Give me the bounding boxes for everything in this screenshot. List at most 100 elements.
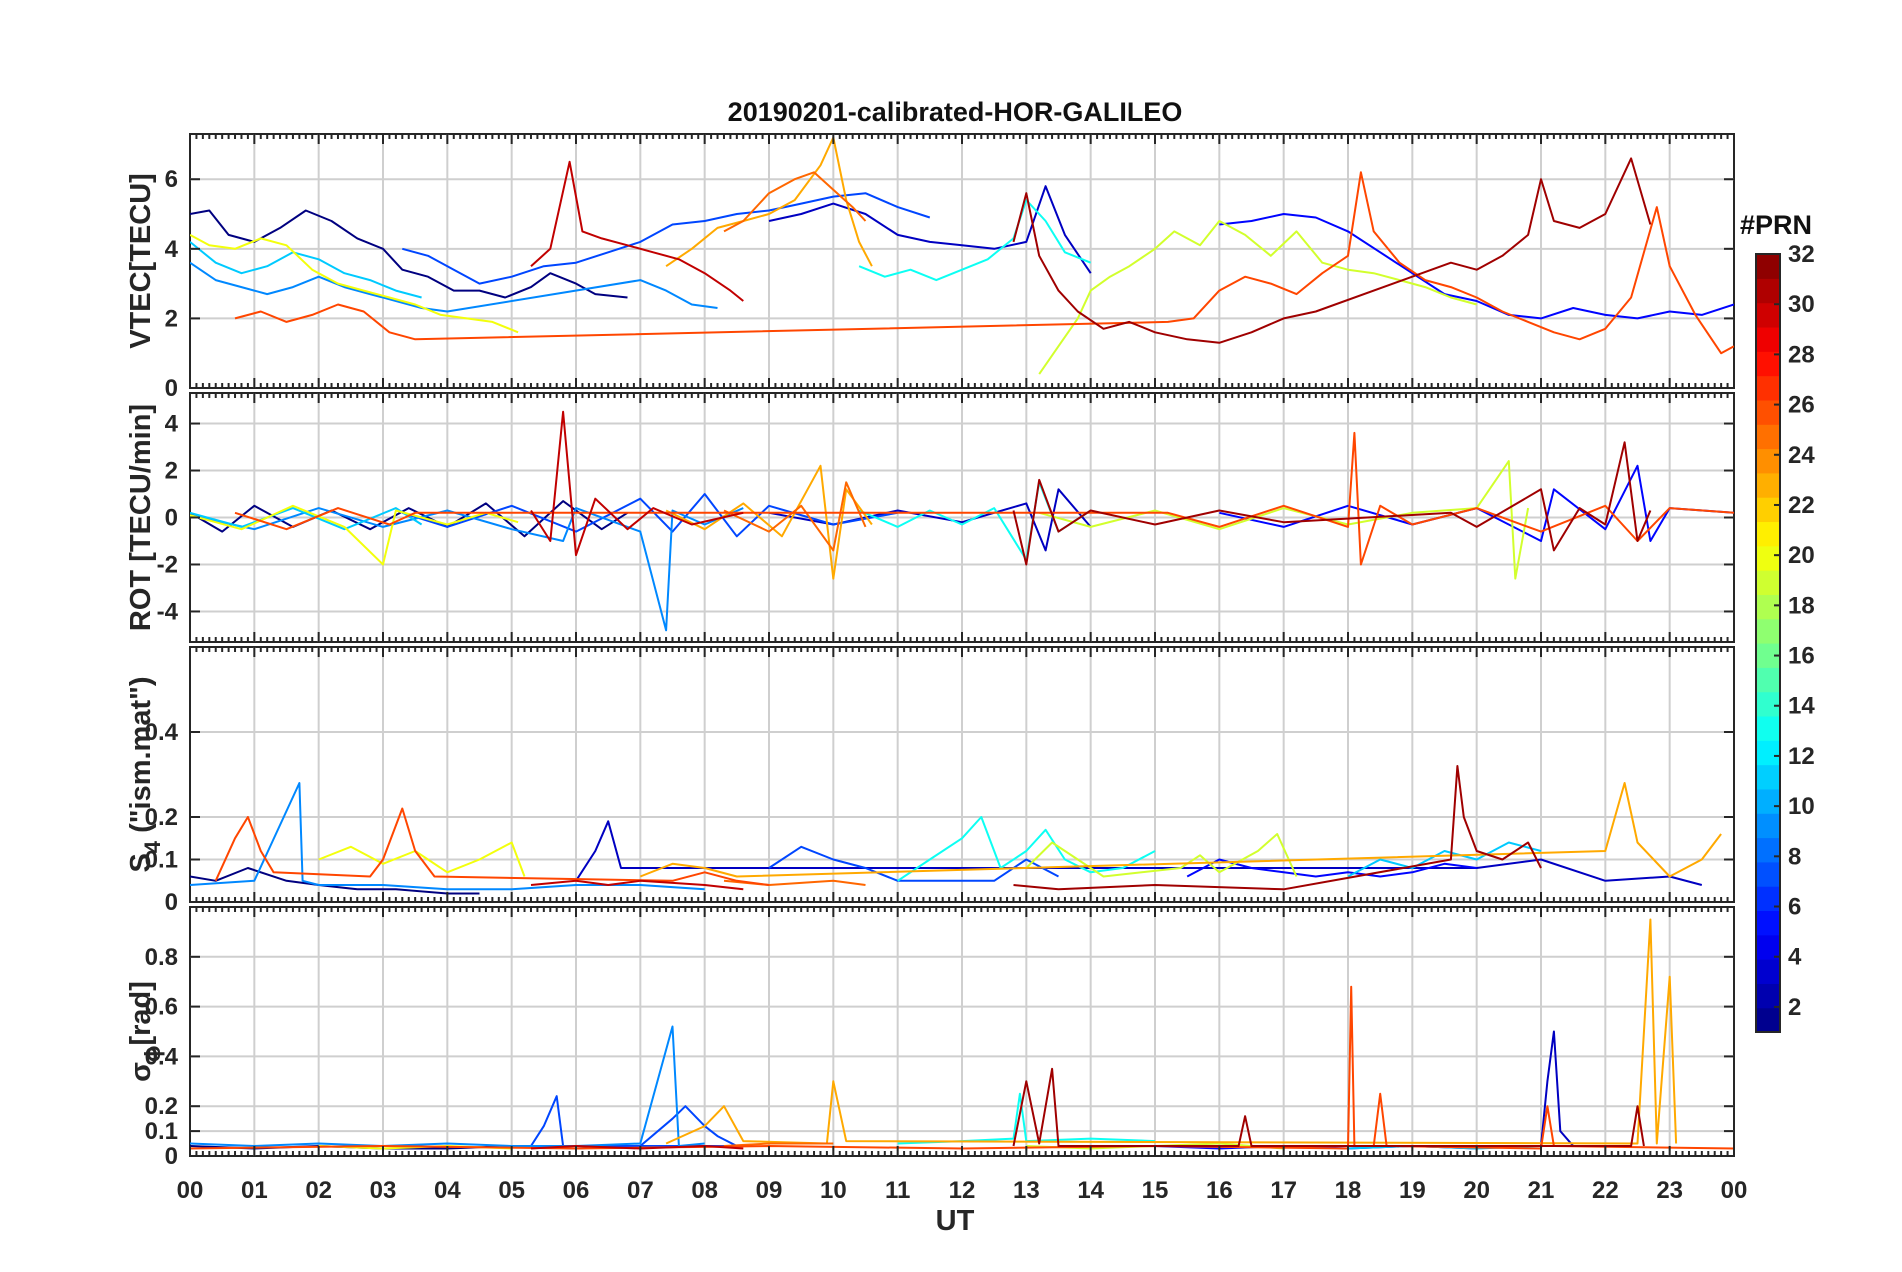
series-line-prn-11 <box>190 241 422 299</box>
x-tick-label: 19 <box>1399 1177 1426 1204</box>
x-tick-label: 11 <box>885 1177 910 1204</box>
series-line-prn-7 <box>402 192 931 285</box>
series-line-prn-20 <box>190 504 519 566</box>
y-tick-label: 0 <box>165 889 178 916</box>
colorbar-tick-label: 12 <box>1788 743 1815 770</box>
colorbar-segment <box>1756 424 1780 450</box>
y-tick-label: 0 <box>165 375 178 402</box>
x-tick-label: 02 <box>305 1177 332 1204</box>
series-line-prn-31 <box>1012 1067 1645 1147</box>
series-line-prn-7 <box>530 1095 738 1147</box>
colorbar-segment <box>1756 910 1780 936</box>
colorbar-tick-label: 20 <box>1788 542 1815 569</box>
y-tick-label: 0.6 <box>145 994 178 1021</box>
series-line-prn-23 <box>665 464 873 580</box>
colorbar-segment <box>1756 740 1780 766</box>
series-line-prn-30 <box>530 879 744 891</box>
series-line-prn-1 <box>190 500 629 538</box>
x-tick-label: 23 <box>1656 1177 1683 1204</box>
series-line-prn-26 <box>234 431 1734 566</box>
colorbar-segment <box>1756 448 1780 474</box>
y-label-rest: ("ism.mat") <box>125 676 157 840</box>
y-tick-label: 0 <box>165 1143 178 1170</box>
colorbar-segment <box>1756 375 1780 401</box>
y-label-sub: 4 <box>140 840 165 853</box>
x-axis-label: UT <box>936 1205 975 1237</box>
series-line-prn-20 <box>190 234 519 334</box>
panel-s4-series <box>190 765 1722 895</box>
x-tick-label: 07 <box>627 1177 654 1204</box>
series-line-prn-23 <box>639 782 1722 878</box>
colorbar-segment <box>1756 497 1780 523</box>
series-line-prn-26 <box>214 807 770 886</box>
colorbar-tick-label: 26 <box>1788 392 1815 419</box>
y-tick-label: -2 <box>157 551 178 578</box>
series-line-prn-19 <box>1038 220 1477 375</box>
x-tick-label: 00 <box>177 1177 204 1204</box>
colorbar-segment <box>1756 618 1780 644</box>
y-tick-label: 2 <box>165 458 178 485</box>
x-tick-label: 16 <box>1206 1177 1233 1204</box>
colorbar-segment <box>1756 934 1780 960</box>
x-tick-label: 00 <box>1721 1177 1748 1204</box>
y-tick-label: 0.1 <box>145 1118 178 1145</box>
x-tick-label: 05 <box>498 1177 525 1204</box>
colorbar-segment <box>1756 1007 1780 1033</box>
series-line-prn-23 <box>665 918 1678 1145</box>
series-line-prn-25 <box>723 481 867 552</box>
y-label-main: S <box>125 853 157 872</box>
series-line-prn-26 <box>234 171 1734 355</box>
y-label-rest: [rad] <box>125 981 157 1045</box>
series-line-prn-31 <box>1013 765 1542 891</box>
panel-vtec-series <box>190 136 1734 375</box>
series-line-prn-13 <box>858 199 1092 282</box>
colorbar-segment <box>1756 764 1780 790</box>
panel-rot: -4 -2 0 2 4 ROT [TECU/min] <box>125 392 1735 643</box>
colorbar-tick-label: 14 <box>1788 693 1815 720</box>
colorbar-segment <box>1756 545 1780 571</box>
x-tick-label: 15 <box>1142 1177 1169 1204</box>
x-tick-label: 03 <box>370 1177 397 1204</box>
series-line-prn-25 <box>723 171 867 233</box>
y-tick-label: 2 <box>165 305 178 332</box>
colorbar-segment <box>1756 254 1780 279</box>
x-tick-label: 14 <box>1077 1177 1104 1204</box>
y-tick-label: 4 <box>165 411 179 438</box>
panel-sigphi: 00.10.2 0.4 0.6 0.8 σϕ[rad] <box>125 906 1735 1170</box>
panel-s4: 00.10.20.4S4 ("ism.mat") <box>125 646 1735 916</box>
y-tick-label: 4 <box>165 236 179 263</box>
colorbar-segment <box>1756 959 1780 984</box>
panel-rot-series <box>190 410 1734 632</box>
y-axis-label-vtec: VTEC[TECU] <box>125 173 157 349</box>
y-axis-label-sigphi: σϕ[rad] <box>125 981 165 1082</box>
x-tick-label: 09 <box>756 1177 783 1204</box>
series-line-prn-19 <box>1025 833 1298 878</box>
colorbar-tick-label: 8 <box>1788 843 1801 870</box>
colorbar-segment <box>1756 813 1780 839</box>
x-tick-label: 18 <box>1335 1177 1362 1204</box>
y-label-sub: ϕ <box>140 1046 165 1063</box>
colorbar-segment <box>1756 788 1780 814</box>
y-tick-label: 6 <box>165 166 178 193</box>
colorbar-segment <box>1756 302 1780 328</box>
series-line-prn-31 <box>1012 441 1652 566</box>
y-axis-label-s4: S4 ("ism.mat") <box>125 676 165 872</box>
x-tick-label: 08 <box>691 1177 718 1204</box>
x-tick-label: 20 <box>1463 1177 1490 1204</box>
series-line-prn-25 <box>723 1142 834 1147</box>
y-tick-label: 0.2 <box>145 804 178 831</box>
colorbar-segment <box>1756 472 1780 498</box>
y-tick-label: 0.2 <box>145 1093 178 1120</box>
series-line-prn-3 <box>768 185 1092 274</box>
colorbar-segment <box>1756 691 1780 717</box>
colorbar-segment <box>1756 715 1780 741</box>
colorbar-tick-label: 16 <box>1788 643 1815 670</box>
y-tick-label: 0.4 <box>145 1043 179 1070</box>
series-line-prn-13 <box>897 816 1156 882</box>
colorbar-segment <box>1756 667 1780 693</box>
y-tick-label: 0.1 <box>145 847 178 874</box>
series-line-prn-23 <box>665 136 873 268</box>
colorbar-tick-label: 10 <box>1788 793 1815 820</box>
